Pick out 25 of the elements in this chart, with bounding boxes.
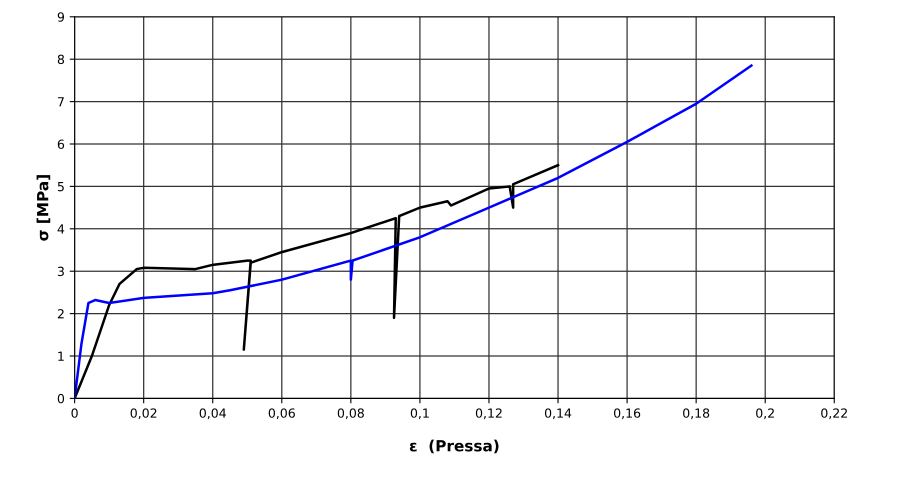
y-axis-title: σ [MPa] [36, 175, 50, 241]
x-tick-label: 0,08 [338, 408, 364, 420]
x-tick-label: 0,12 [476, 408, 502, 420]
y-tick-label: 0 [58, 394, 64, 404]
y-tick-label: 1 [58, 352, 64, 361]
y-tick-label: 6 [58, 139, 64, 149]
x-tick-label: 0,1 [410, 408, 429, 420]
x-tick-label: 0,18 [683, 408, 710, 420]
x-tick-label: 0,14 [544, 408, 572, 420]
line-series [74, 64, 753, 398]
y-tick-label: 8 [58, 54, 64, 64]
x-tick-label: 0,22 [821, 408, 847, 420]
y-tick-label: 2 [58, 309, 64, 318]
y-tick-label: 4 [58, 224, 64, 234]
y-tick-label: 7 [58, 97, 64, 106]
x-tick-label: 0,06 [268, 408, 295, 420]
x-tick-label: 0 [71, 408, 78, 418]
x-tick-label: 0,2 [756, 408, 774, 420]
y-tick-label: 9 [58, 12, 64, 22]
x-tick-label: 0,16 [614, 408, 640, 420]
y-tick-label: 5 [58, 182, 64, 192]
y-tick-label: 3 [58, 266, 64, 276]
x-tick-label: 0,04 [200, 408, 226, 420]
x-axis-title: ε (Pressa) [410, 440, 498, 454]
x-tick-label: 0,02 [130, 408, 156, 420]
